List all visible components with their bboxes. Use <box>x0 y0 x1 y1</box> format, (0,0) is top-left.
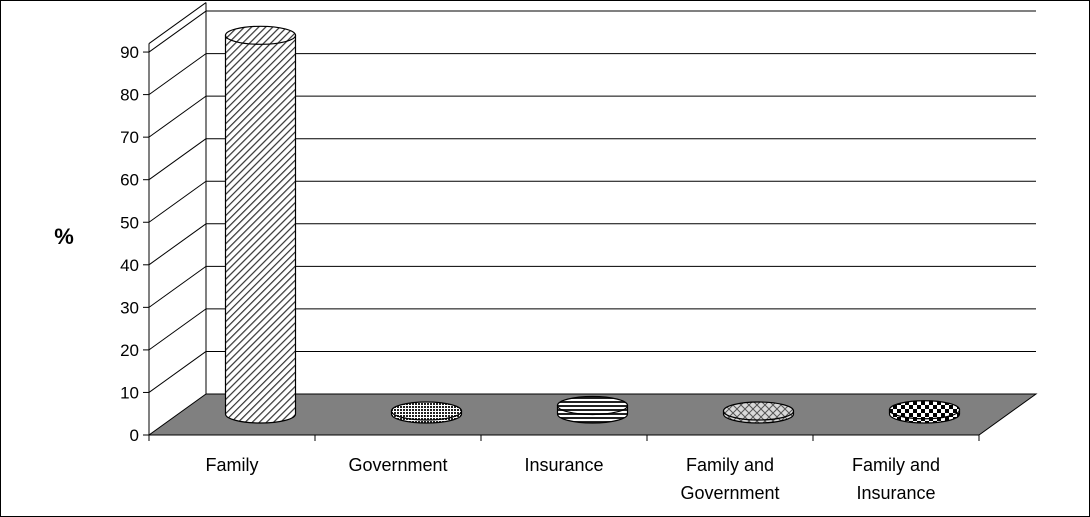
gridline-side <box>148 223 207 266</box>
y-tick-label: 20 <box>120 341 139 360</box>
gridline-side <box>148 351 207 393</box>
gridline-side <box>148 95 207 138</box>
bar-1 <box>224 25 297 424</box>
gridline-side <box>148 138 207 181</box>
x-category-label-line: Government <box>348 455 447 475</box>
y-tick-label: 0 <box>130 426 139 445</box>
bar-3 <box>556 395 629 424</box>
x-category-label: Family and Government <box>680 455 779 503</box>
bar-top <box>224 25 297 45</box>
bar-top <box>722 401 795 421</box>
bar-5 <box>888 400 961 424</box>
x-category-label: Government <box>348 455 447 475</box>
x-category-label-line: Family and <box>686 455 774 475</box>
gridline-side <box>148 53 207 96</box>
bar-body <box>224 34 297 424</box>
y-tick-label: 50 <box>120 213 139 232</box>
x-category-label-line: Family and <box>852 455 940 475</box>
bar-2 <box>390 401 463 424</box>
bar-top <box>390 401 463 421</box>
x-category-label-line: Government <box>680 483 779 503</box>
bar-top <box>888 400 961 420</box>
gridline-side <box>148 308 207 351</box>
gridline-side <box>148 265 207 308</box>
y-tick-label: 70 <box>120 128 139 147</box>
y-tick-label: 80 <box>120 86 139 105</box>
y-tick-label: 90 <box>120 43 139 62</box>
y-tick-label: 10 <box>120 383 139 402</box>
x-category-label: Family and Insurance <box>852 455 940 503</box>
gridline-side <box>148 10 207 53</box>
x-category-label: Family <box>206 455 259 475</box>
y-tick-label: 30 <box>120 298 139 317</box>
y-axis-title: % <box>54 224 74 249</box>
bar-top <box>556 395 629 416</box>
bar-4 <box>722 401 795 424</box>
x-category-label-line: Insurance <box>524 455 603 475</box>
gridline-side <box>148 180 207 223</box>
x-category-label: Insurance <box>524 455 603 475</box>
side-wall-top <box>148 2 207 44</box>
y-tick-label: 60 <box>120 171 139 190</box>
x-category-label-line: Insurance <box>856 483 935 503</box>
x-category-label-line: Family <box>206 455 259 475</box>
y-tick-label: 40 <box>120 256 139 275</box>
